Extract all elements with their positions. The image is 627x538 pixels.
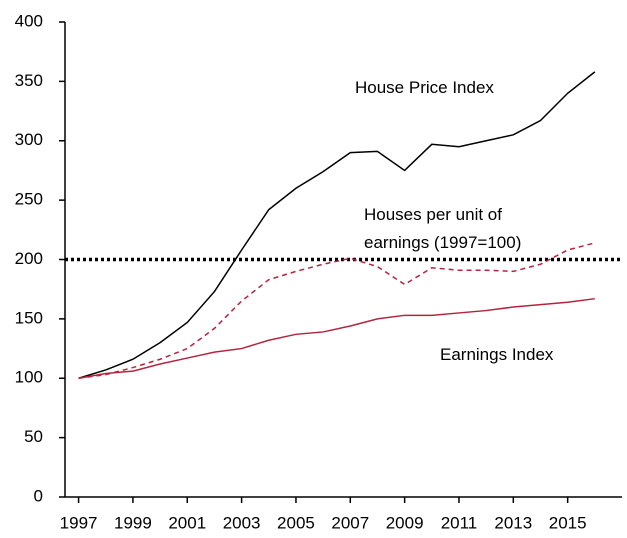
x-tick-label: 2005 [277,513,315,532]
x-tick-label: 2001 [168,513,206,532]
x-tick-label: 2011 [441,513,478,532]
y-tick-label: 200 [15,249,43,268]
series-line [78,242,596,379]
y-tick-label: 400 [15,11,43,30]
x-tick-label: 2009 [386,513,424,532]
y-tick-label: 350 [15,71,43,90]
y-tick-label: 0 [34,486,43,505]
y-tick-label: 150 [15,308,43,327]
series-annotation: Houses per unit of earnings (1997=100) [364,205,522,252]
series-annotation: Earnings Index [440,345,554,364]
x-tick-label: 2015 [549,513,587,532]
y-tick-label: 250 [15,190,43,209]
y-tick-label: 50 [24,427,43,446]
x-tick-label: 2003 [223,513,261,532]
x-tick-label: 1999 [114,513,152,532]
series-line [78,71,596,379]
y-tick-label: 300 [15,130,43,149]
x-tick-label: 2013 [494,513,532,532]
series-annotation: House Price Index [355,78,494,97]
y-tick-label: 100 [15,368,43,387]
series-line [78,297,595,379]
x-tick-label: 1997 [60,513,98,532]
x-tick-label: 2007 [331,513,369,532]
